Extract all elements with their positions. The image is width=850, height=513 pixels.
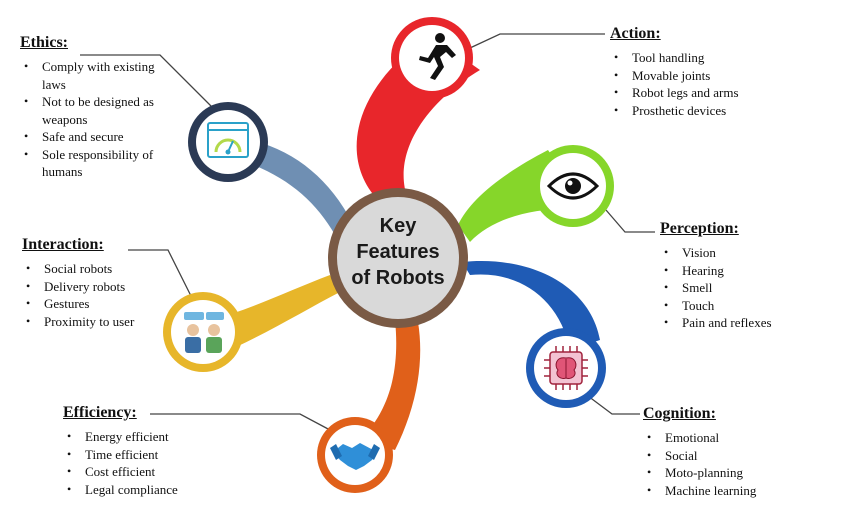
node-interaction [163,292,243,372]
item-list: Social robots Delivery robots Gestures P… [22,260,172,330]
connector-interaction [128,249,194,301]
connector-cognition [587,395,640,415]
dashboard-gauge-icon [207,122,249,158]
list-item: Touch [660,297,840,315]
hub-line-3: of Robots [351,267,444,289]
hub-line-1: Key [380,215,418,237]
list-item: Delivery robots [22,278,172,296]
section-interaction: Interaction: Social robots Delivery robo… [22,236,172,330]
section-action: Action: Tool handling Movable joints Rob… [610,25,810,119]
list-item: Smell [660,279,840,297]
list-item: Hearing [660,262,840,280]
list-item: Proximity to user [22,313,172,331]
section-title: Cognition: [643,405,716,422]
eye-icon [546,172,600,200]
node-cognition [526,328,606,408]
petal-ethics [240,140,352,235]
hub-line-2: Features [356,241,439,263]
list-item: Moto-planning [643,464,833,482]
node-ethics [188,102,268,182]
list-item: Vision [660,244,840,262]
list-item: Sole responsibility of humans [20,146,170,181]
connector-ethics [80,54,213,108]
node-action [391,17,473,99]
connector-perception [605,209,655,233]
handshake-icon [330,443,380,470]
running-person-icon [419,33,456,80]
list-item: Pain and reflexes [660,314,840,332]
section-ethics: Ethics: Comply with existing laws Not to… [20,34,170,181]
list-item: Legal compliance [63,481,263,499]
petal-cognition [462,260,600,350]
list-item: Prosthetic devices [610,102,810,120]
section-title: Interaction: [22,236,104,253]
connector-action [469,33,605,49]
list-item: Tool handling [610,49,810,67]
section-title: Efficiency: [63,404,137,421]
section-perception: Perception: Vision Hearing Smell Touch P… [660,220,840,332]
section-efficiency: Efficiency: Energy efficient Time effici… [63,404,263,498]
brain-chip-icon [544,346,588,390]
list-item: Social [643,447,833,465]
list-item: Safe and secure [20,128,170,146]
item-list: Comply with existing laws Not to be desi… [20,58,170,181]
section-title: Ethics: [20,34,68,51]
list-item: Machine learning [643,482,833,500]
list-item: Emotional [643,429,833,447]
people-interaction-icon [184,312,224,353]
node-perception [532,145,614,227]
item-list: Vision Hearing Smell Touch Pain and refl… [660,244,840,332]
hub-fill [337,197,459,319]
list-item: Robot legs and arms [610,84,810,102]
list-item: Comply with existing laws [20,58,170,93]
connector-efficiency [150,413,331,431]
list-item: Social robots [22,260,172,278]
item-list: Emotional Social Moto-planning Machine l… [643,429,833,499]
petal-efficiency [360,320,421,450]
section-title: Perception: [660,220,739,237]
list-item: Energy efficient [63,428,263,446]
list-item: Cost efficient [63,463,263,481]
section-title: Action: [610,25,661,42]
item-list: Tool handling Movable joints Robot legs … [610,49,810,119]
connector-lines [80,33,655,431]
list-item: Movable joints [610,67,810,85]
list-item: Not to be designed as weapons [20,93,170,128]
item-list: Energy efficient Time efficient Cost eff… [63,428,263,498]
section-cognition: Cognition: Emotional Social Moto-plannin… [643,405,833,499]
node-efficiency [317,417,393,493]
list-item: Time efficient [63,446,263,464]
list-item: Gestures [22,295,172,313]
